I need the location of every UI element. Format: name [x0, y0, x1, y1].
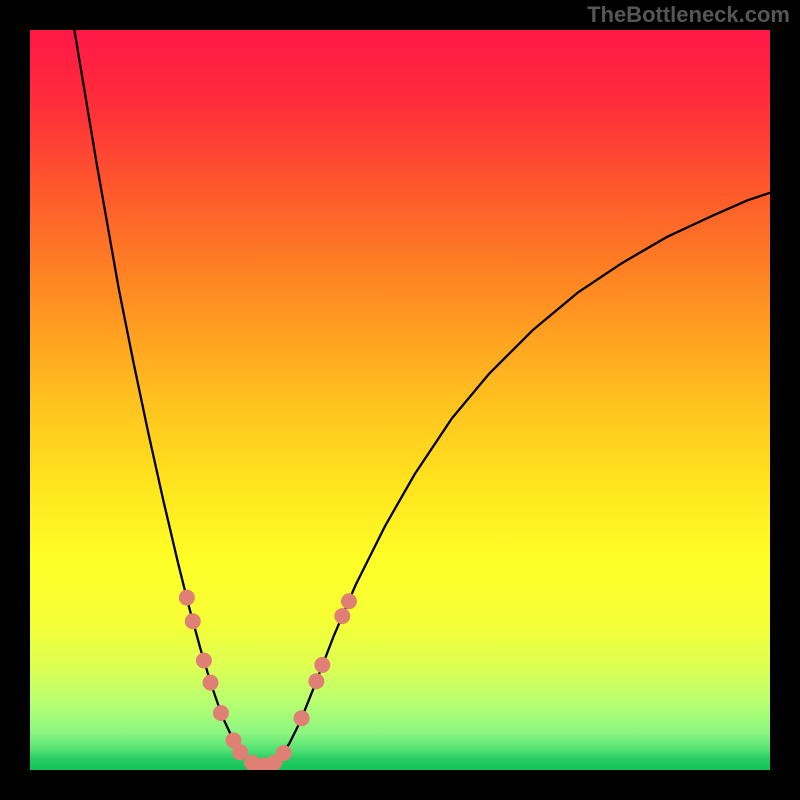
- data-marker: [309, 674, 324, 689]
- data-marker: [196, 653, 211, 668]
- data-marker: [315, 657, 330, 672]
- data-marker: [233, 745, 248, 760]
- data-marker: [294, 711, 309, 726]
- bottleneck-curve: [74, 30, 770, 766]
- watermark-text: TheBottleneck.com: [587, 2, 790, 28]
- curve-layer: [30, 30, 770, 770]
- data-marker: [203, 675, 218, 690]
- data-marker: [335, 609, 350, 624]
- chart-container: TheBottleneck.com: [0, 0, 800, 800]
- data-marker: [185, 614, 200, 629]
- plot-area: [30, 30, 770, 770]
- data-marker: [213, 706, 228, 721]
- data-marker: [276, 745, 291, 760]
- data-marker: [341, 594, 356, 609]
- data-marker: [179, 590, 194, 605]
